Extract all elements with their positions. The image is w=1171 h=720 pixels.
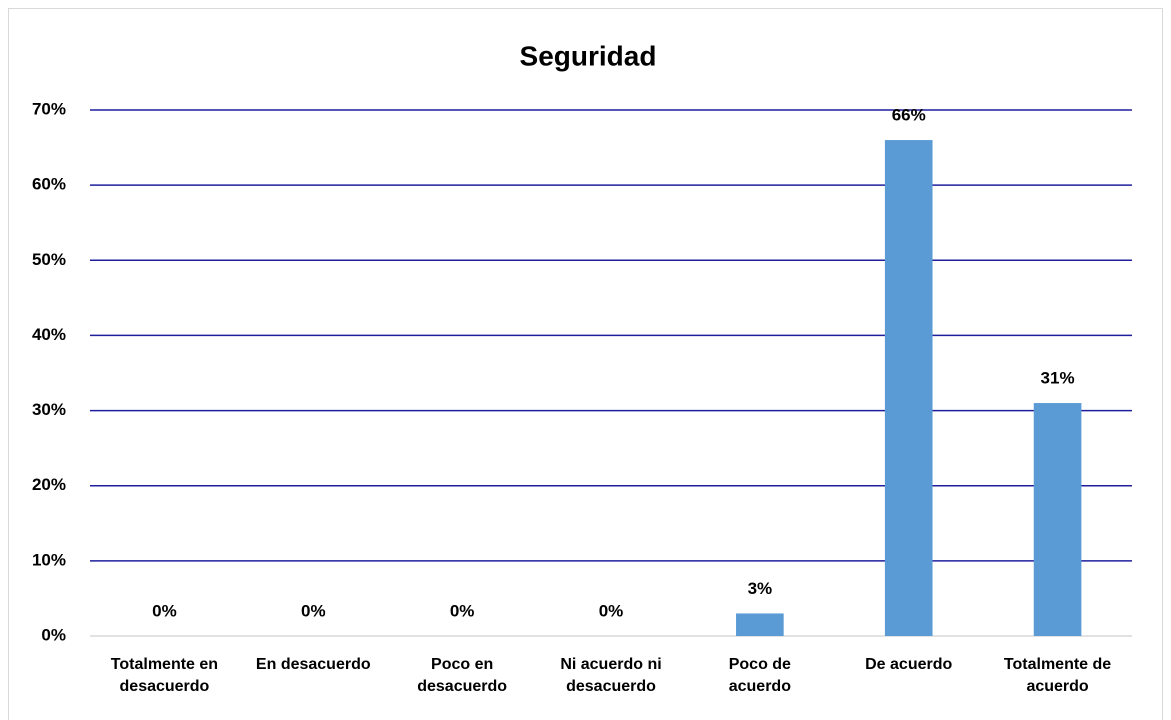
y-tick-label: 10% xyxy=(32,550,66,569)
data-label: 0% xyxy=(450,601,475,620)
bar xyxy=(1033,403,1082,636)
y-tick-label: 0% xyxy=(41,625,66,644)
x-tick-label: Poco en desacuerdo xyxy=(417,656,508,695)
data-label: 0% xyxy=(152,601,177,620)
data-label: 0% xyxy=(301,601,326,620)
y-tick-label: 40% xyxy=(32,325,66,344)
bar xyxy=(884,140,933,637)
x-tick-label: Ni acuerdo ni desacuerdo xyxy=(560,656,662,695)
y-tick-label: 20% xyxy=(32,475,66,494)
data-label: 0% xyxy=(599,601,624,620)
chart-border xyxy=(8,8,1163,720)
x-tick-label: Poco de acuerdo xyxy=(728,656,791,695)
y-tick-label: 60% xyxy=(32,175,66,194)
data-label: 31% xyxy=(1041,369,1075,388)
x-tick-label: De acuerdo xyxy=(865,656,953,673)
y-tick-label: 70% xyxy=(32,99,66,118)
bar xyxy=(736,613,784,636)
x-tick-label: Totalmente de acuerdo xyxy=(1003,656,1112,695)
y-tick-label: 50% xyxy=(32,250,66,269)
chart-title: Seguridad xyxy=(520,40,657,71)
x-tick-label: En desacuerdo xyxy=(255,656,371,673)
x-tick-label: Totalmente en desacuerdo xyxy=(110,656,219,695)
y-tick-label: 30% xyxy=(32,400,66,419)
data-label: 66% xyxy=(892,106,926,125)
data-label: 3% xyxy=(748,579,773,598)
